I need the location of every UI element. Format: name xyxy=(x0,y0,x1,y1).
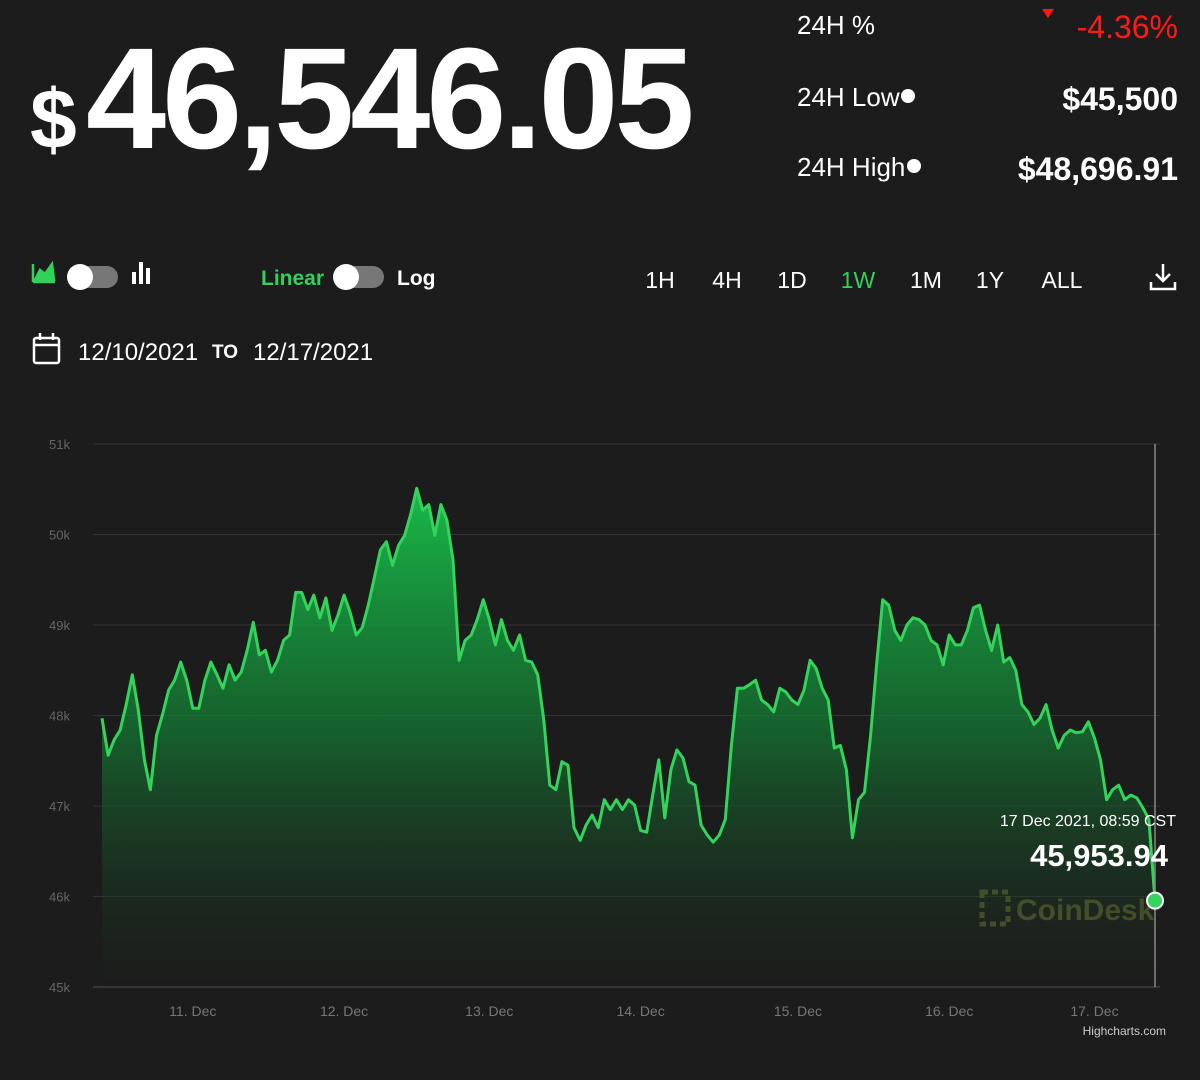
stat-label: 24H High xyxy=(797,152,905,182)
chart: 45k 46k 47k 48k 49k 50k 51k 11. Dec 12. Dec 13. D… xyxy=(49,437,1176,1038)
stat-label: 24H Low xyxy=(797,82,900,112)
x-tick-label: 17. Dec xyxy=(1070,1003,1118,1019)
info-icon[interactable] xyxy=(901,89,915,103)
stat-value: $48,696.91 xyxy=(1018,151,1178,187)
stat-label: 24H % xyxy=(797,10,875,40)
area-icon[interactable] xyxy=(31,260,56,284)
range-button[interactable]: 1Y xyxy=(976,267,1004,293)
date-from: 12/10/2021 xyxy=(78,339,198,366)
x-tick-label: 12. Dec xyxy=(320,1003,368,1019)
price: 46,546.05 xyxy=(86,18,692,179)
x-tick-label: 11. Dec xyxy=(169,1003,216,1019)
x-tick-label: 16. Dec xyxy=(925,1003,973,1019)
x-tick-label: 15. Dec xyxy=(774,1003,822,1019)
info-icon[interactable] xyxy=(907,159,921,173)
tooltip-title: 17 Dec 2021, 08:59 CST xyxy=(1000,813,1176,830)
date-to: 12/17/2021 xyxy=(253,339,373,366)
range-button[interactable]: ALL xyxy=(1042,267,1083,293)
scale-option[interactable]: Linear xyxy=(261,267,324,290)
y-tick-label: 49k xyxy=(49,618,70,633)
chart-type-toggle[interactable] xyxy=(67,264,118,290)
y-tick-label: 46k xyxy=(49,890,70,905)
stat-value: $45,500 xyxy=(1062,81,1178,117)
y-tick-label: 50k xyxy=(49,528,70,543)
date-separator: TO xyxy=(212,342,238,363)
x-tick-label: 14. Dec xyxy=(616,1003,664,1019)
y-tick-label: 51k xyxy=(49,437,70,452)
tooltip-value: 45,953.94 xyxy=(1030,838,1169,873)
range-button[interactable]: 1H xyxy=(645,267,674,293)
y-tick-label: 48k xyxy=(49,709,70,724)
bar-icon[interactable] xyxy=(132,262,150,284)
y-tick-label: 47k xyxy=(49,799,70,814)
range-button[interactable]: 1W xyxy=(841,267,876,293)
area xyxy=(102,488,1155,987)
calendar-icon[interactable] xyxy=(32,333,61,365)
currency-symbol: $ xyxy=(30,72,77,166)
price-line xyxy=(100,486,1157,901)
scale-option[interactable]: Log xyxy=(397,267,435,290)
hover-point xyxy=(1146,891,1164,910)
scale-toggle[interactable] xyxy=(333,264,384,290)
download-icon[interactable] xyxy=(1149,264,1177,291)
x-tick-label: 13. Dec xyxy=(465,1003,513,1019)
range-button[interactable]: 1M xyxy=(910,267,942,293)
stat-value: -4.36% xyxy=(1077,9,1178,45)
y-tick-label: 45k xyxy=(49,980,70,995)
range-button[interactable]: 1D xyxy=(777,267,806,293)
down-arrow xyxy=(1042,9,1054,18)
range-button[interactable]: 4H xyxy=(712,267,741,293)
chart-credit: Highcharts.com xyxy=(1083,1024,1166,1038)
